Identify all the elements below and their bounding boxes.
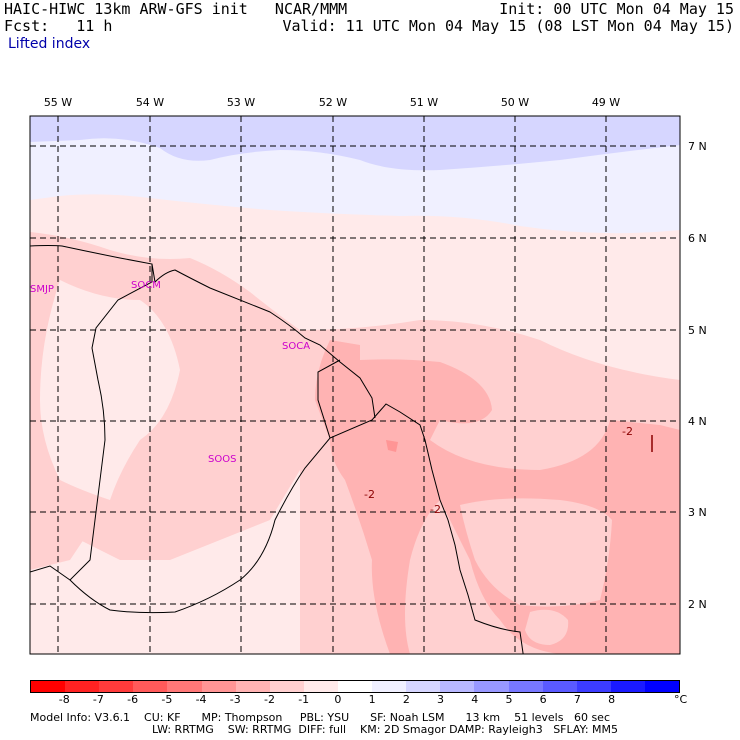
model-title: HAIC-HIWC 13km ARW-GFS init NCAR/MMM: [4, 0, 348, 18]
colorbar-segment: [303, 681, 338, 692]
colorbar-tick-label: 1: [368, 693, 376, 706]
colorbar-unit: °C: [674, 693, 688, 706]
lat-label: 4 N: [688, 415, 707, 428]
contour-label: -2: [622, 425, 633, 438]
lon-label: 49 W: [592, 96, 620, 109]
colorbar-segment: [31, 681, 66, 692]
colorbar-segment: [337, 681, 373, 692]
map-frame: [29, 115, 681, 655]
colorbar-segment: [201, 681, 236, 692]
colorbar-tick-label: -8: [58, 693, 70, 706]
station-label: SOOS: [208, 454, 236, 465]
lon-label: 54 W: [136, 96, 164, 109]
colorbar-segment: [644, 681, 680, 692]
lat-label: 6 N: [688, 232, 707, 245]
colorbar-tick-label: 7: [573, 693, 581, 706]
colorbar-tick-label: 4: [471, 693, 479, 706]
colorbar-tick-label: -7: [92, 693, 104, 706]
lat-label: 7 N: [688, 140, 707, 153]
lat-label: 2 N: [688, 598, 707, 611]
latitude-labels: 7 N 6 N 5 N 4 N 3 N 2 N: [688, 140, 707, 611]
colorbar-segment: [65, 681, 100, 692]
station-labels: SMJP SOCM SOCA SOOS: [30, 280, 310, 465]
lat-lon-grid: [30, 116, 680, 654]
lat-label: 3 N: [688, 506, 707, 519]
colorbar-segment: [406, 681, 441, 692]
field-name: Lifted index: [8, 36, 91, 52]
lon-label: 53 W: [227, 96, 255, 109]
colorbar-tick-label: -6: [127, 693, 139, 706]
colorbar-segment: [269, 681, 304, 692]
colorbar-segment: [508, 681, 543, 692]
lon-label: 52 W: [319, 96, 347, 109]
colorbar-segment: [372, 681, 407, 692]
colorbar-segment: [167, 681, 202, 692]
station-label: SMJP: [30, 284, 54, 295]
colorbar-tick-label: 2: [402, 693, 410, 706]
colorbar-segment: [474, 681, 509, 692]
colorbar-tick-label: 0: [334, 693, 342, 706]
colorbar-tick-label: -2: [263, 693, 275, 706]
init-time: Init: 00 UTC Mon 04 May 15: [499, 0, 734, 18]
colorbar: [30, 680, 680, 693]
colorbar-tick-label: 8: [608, 693, 616, 706]
model-info-line1: Model Info: V3.6.1 CU: KF MP: Thompson P…: [30, 711, 610, 724]
station-label: SOCM: [131, 280, 161, 291]
lon-label: 50 W: [501, 96, 529, 109]
lon-label: 51 W: [410, 96, 438, 109]
shaded-field: [30, 116, 680, 654]
lat-label: 5 N: [688, 324, 707, 337]
colorbar-segment: [133, 681, 168, 692]
colorbar-tick-label: -3: [229, 693, 241, 706]
colorbar-tick-label: 5: [505, 693, 513, 706]
contour-labels: -2 -2 -2: [364, 425, 633, 516]
colorbar-segment: [440, 681, 475, 692]
colorbar-tick-label: 3: [437, 693, 445, 706]
lon-label: 55 W: [44, 96, 72, 109]
colorbar-tick-label: 6: [539, 693, 547, 706]
valid-time: Valid: 11 UTC Mon 04 May 15 (08 LST Mon …: [282, 17, 734, 35]
colorbar-segment: [99, 681, 134, 692]
model-info-line2: LW: RRTMG SW: RRTMG DIFF: full KM: 2D Sm…: [152, 723, 618, 736]
colorbar-tick-label: -5: [161, 693, 173, 706]
colorbar-segment: [235, 681, 270, 692]
forecast-hour: Fcst: 11 h: [4, 17, 113, 35]
station-label: SOCA: [282, 341, 310, 352]
colorbar-tick-label: -4: [195, 693, 207, 706]
colorbar-segment: [610, 681, 645, 692]
colorbar-tick-label: -1: [298, 693, 310, 706]
coastlines: [30, 245, 524, 654]
colorbar-segment: [542, 681, 577, 692]
colorbar-segment: [576, 681, 611, 692]
longitude-labels: 55 W 54 W 53 W 52 W 51 W 50 W 49 W: [44, 96, 620, 109]
contour-label: -2: [430, 503, 441, 516]
contour-label: -2: [364, 488, 375, 501]
